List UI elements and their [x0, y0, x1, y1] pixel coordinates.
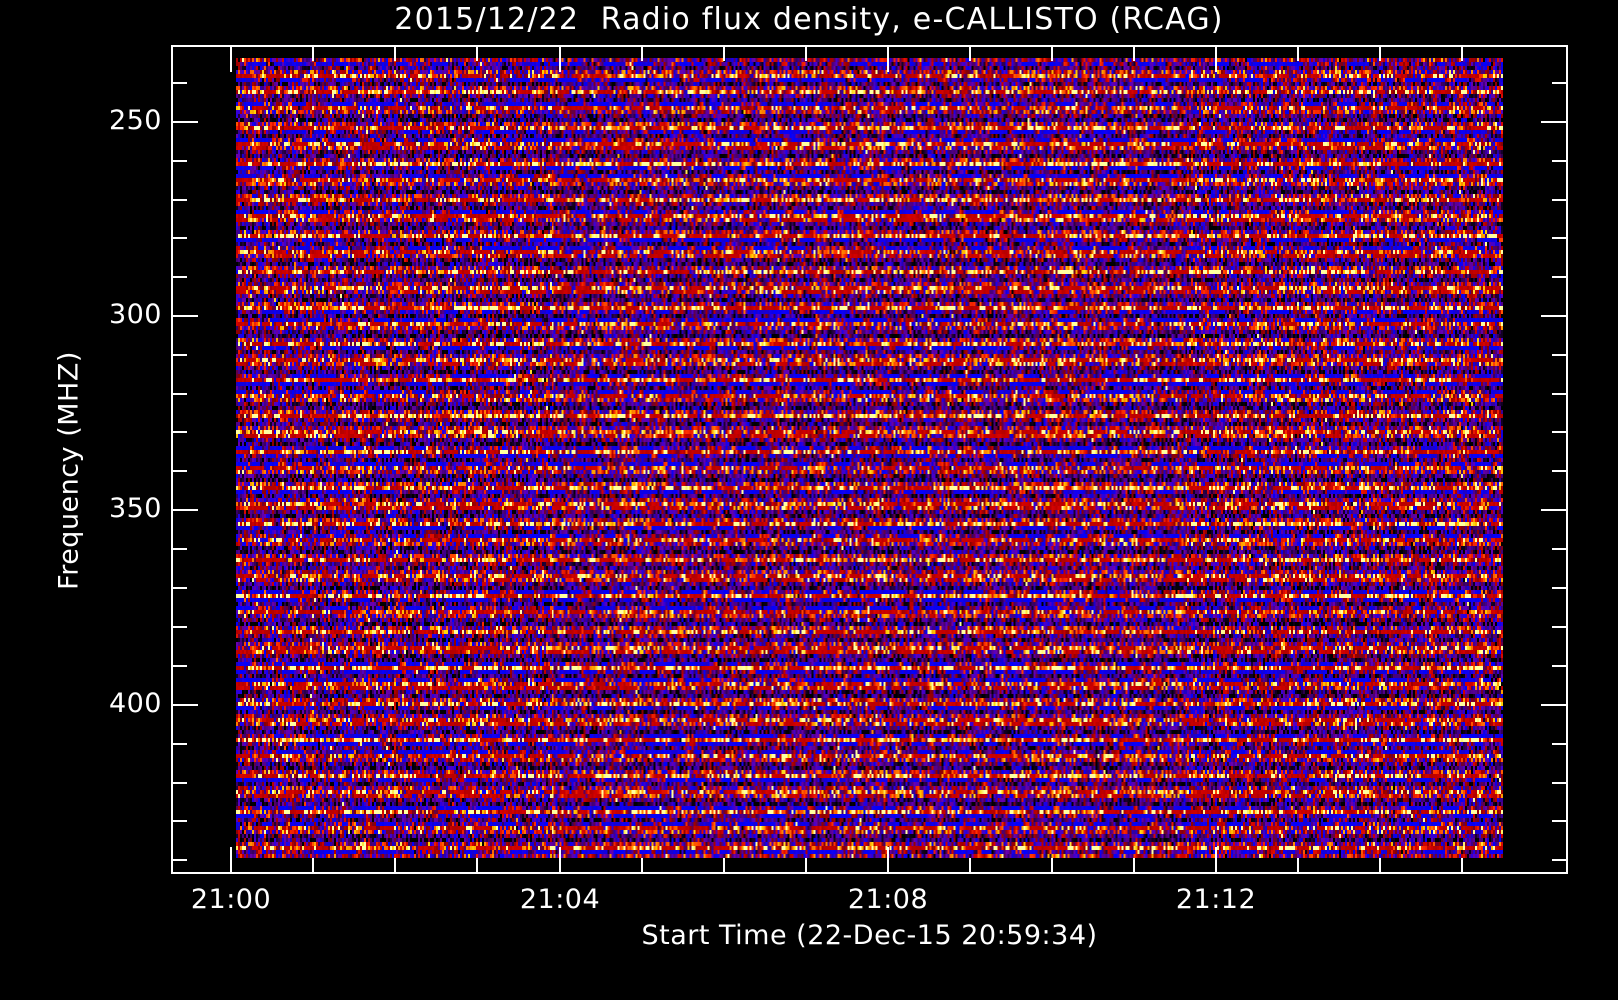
y-axis-tick-minor-right — [1552, 626, 1566, 628]
y-axis-tick-minor — [173, 393, 187, 395]
x-axis-tick-minor-top — [1461, 47, 1463, 61]
y-axis-tick-minor — [173, 820, 187, 822]
y-axis-tick-label: 400 — [108, 688, 162, 719]
x-axis-tick-minor-top — [1297, 47, 1299, 61]
x-axis-tick-major — [1215, 847, 1217, 872]
page-title: 2015/12/22 Radio flux density, e-CALLIST… — [394, 2, 1224, 37]
x-axis-tick-label: 21:12 — [1175, 884, 1257, 915]
x-axis-tick-minor-top — [476, 47, 478, 61]
y-axis-tick-minor-right — [1552, 431, 1566, 433]
y-axis-tick-minor — [173, 199, 187, 201]
x-axis-tick-minor — [1133, 858, 1135, 872]
x-axis-tick-minor-top — [312, 47, 314, 61]
y-axis-tick-major-right — [1541, 315, 1566, 317]
y-axis-tick-major-right — [1541, 121, 1566, 123]
x-axis-tick-major-top — [887, 47, 889, 72]
x-axis-tick-major — [559, 847, 561, 872]
y-axis-tick-minor-right — [1552, 548, 1566, 550]
x-axis-tick-major-top — [559, 47, 561, 72]
y-axis-tick-minor-right — [1552, 82, 1566, 84]
x-axis-tick-minor-top — [641, 47, 643, 61]
x-axis-tick-minor-top — [723, 47, 725, 61]
y-axis-tick-minor — [173, 431, 187, 433]
y-axis-tick-major-right — [1541, 704, 1566, 706]
x-axis-tick-minor — [805, 858, 807, 872]
y-axis-tick-minor — [173, 548, 187, 550]
y-axis-tick-minor — [173, 470, 187, 472]
x-axis-tick-label: 21:04 — [519, 884, 601, 915]
y-axis-tick-minor-right — [1552, 160, 1566, 162]
x-axis-tick-minor-top — [969, 47, 971, 61]
x-axis-tick-minor — [312, 858, 314, 872]
x-axis-tick-minor-top — [805, 47, 807, 61]
y-axis-tick-major — [173, 704, 198, 706]
y-axis-tick-minor-right — [1552, 587, 1566, 589]
x-axis-tick-major-top — [230, 47, 232, 72]
x-axis-tick-minor — [476, 858, 478, 872]
x-axis-tick-major-top — [1215, 47, 1217, 72]
y-axis-tick-minor — [173, 859, 187, 861]
y-axis-tick-minor — [173, 160, 187, 162]
x-axis-tick-minor-top — [1379, 47, 1381, 61]
x-axis-tick-minor — [1461, 858, 1463, 872]
y-axis-tick-minor-right — [1552, 859, 1566, 861]
x-axis-tick-minor-top — [1051, 47, 1053, 61]
y-axis-title: Frequency (MHZ) — [53, 351, 85, 590]
y-axis-tick-minor-right — [1552, 665, 1566, 667]
y-axis-tick-label: 350 — [108, 493, 162, 524]
y-axis-tick-minor — [173, 782, 187, 784]
x-axis-tick-minor — [969, 858, 971, 872]
spectrogram-image — [236, 58, 1503, 858]
y-axis-tick-minor — [173, 743, 187, 745]
y-axis-tick-label: 300 — [108, 299, 162, 330]
y-axis-tick-minor-right — [1552, 393, 1566, 395]
y-axis-tick-major — [173, 315, 198, 317]
x-axis-tick-minor — [1051, 858, 1053, 872]
y-axis-tick-minor — [173, 626, 187, 628]
y-axis-tick-minor — [173, 354, 187, 356]
y-axis-tick-major-right — [1541, 509, 1566, 511]
y-axis-tick-minor-right — [1552, 276, 1566, 278]
x-axis-title: Start Time (22-Dec-15 20:59:34) — [641, 920, 1098, 951]
x-axis-tick-label: 21:08 — [847, 884, 929, 915]
y-axis-tick-minor — [173, 276, 187, 278]
y-axis-tick-minor — [173, 237, 187, 239]
y-axis-tick-minor-right — [1552, 237, 1566, 239]
y-axis-tick-minor-right — [1552, 470, 1566, 472]
y-axis-tick-minor-right — [1552, 782, 1566, 784]
y-axis-tick-minor — [173, 665, 187, 667]
y-axis-tick-minor — [173, 587, 187, 589]
y-axis-tick-minor-right — [1552, 354, 1566, 356]
y-axis-tick-minor-right — [1552, 820, 1566, 822]
x-axis-tick-major — [230, 847, 232, 872]
y-axis-tick-minor-right — [1552, 743, 1566, 745]
x-axis-tick-minor-top — [1133, 47, 1135, 61]
x-axis-tick-label: 21:00 — [190, 884, 272, 915]
x-axis-tick-minor — [1379, 858, 1381, 872]
y-axis-tick-minor — [173, 82, 187, 84]
x-axis-tick-minor-top — [394, 47, 396, 61]
x-axis-tick-minor — [641, 858, 643, 872]
y-axis-tick-major — [173, 509, 198, 511]
x-axis-tick-minor — [394, 858, 396, 872]
y-axis-tick-minor-right — [1552, 199, 1566, 201]
x-axis-tick-major — [887, 847, 889, 872]
x-axis-tick-minor — [723, 858, 725, 872]
y-axis-tick-label: 250 — [108, 105, 162, 136]
y-axis-tick-major — [173, 121, 198, 123]
x-axis-tick-minor — [1297, 858, 1299, 872]
